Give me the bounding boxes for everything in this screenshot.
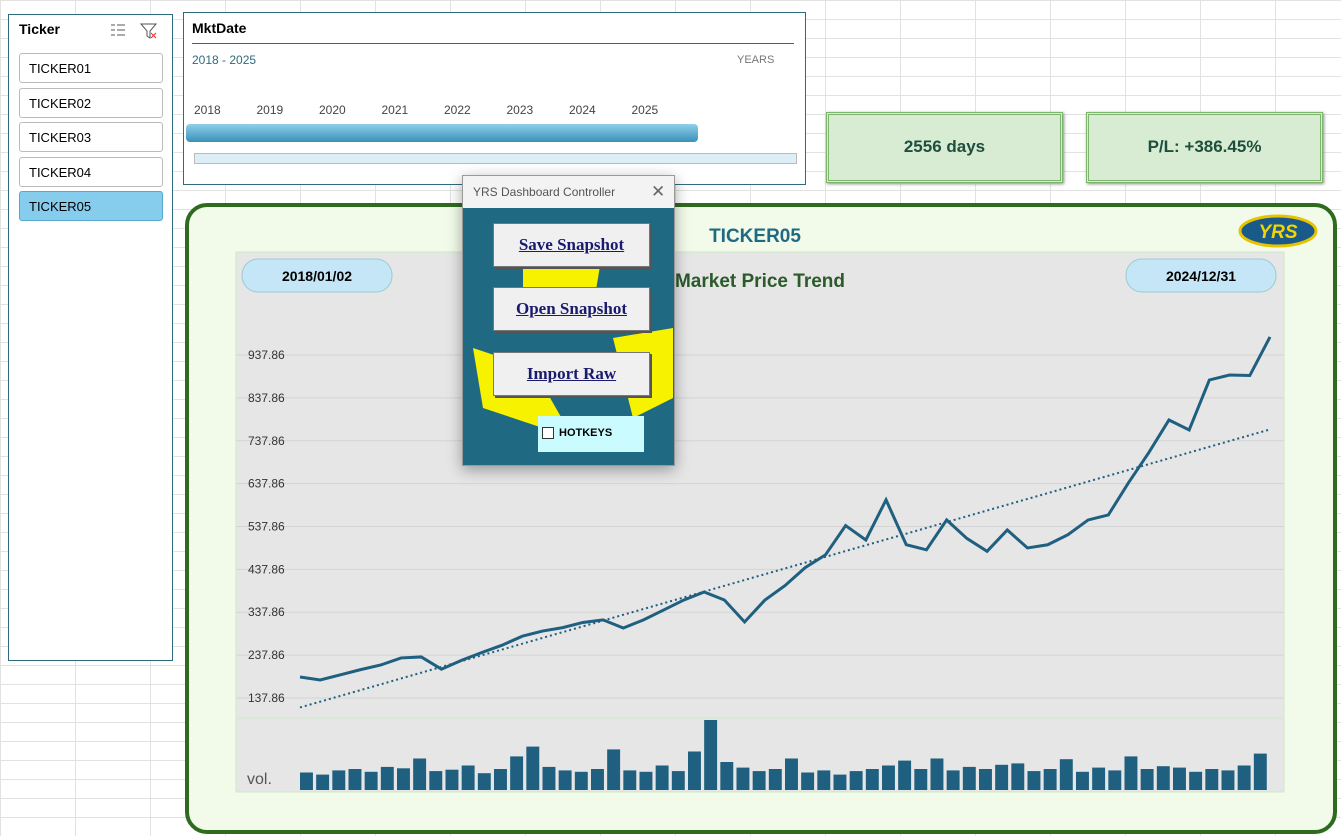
volume-bar (1254, 754, 1267, 790)
y-tick-label: 737.86 (248, 434, 285, 448)
y-tick-label: 637.86 (248, 477, 285, 491)
volume-bar (300, 773, 313, 791)
volume-bar (510, 756, 523, 790)
volume-bar (737, 768, 750, 790)
volume-bar (349, 769, 362, 790)
open-button[interactable]: Open Snapshot (493, 287, 650, 331)
volume-bar (1060, 759, 1073, 790)
volume-bar (1205, 769, 1218, 790)
volume-bar (413, 759, 426, 791)
volume-bar (1108, 770, 1121, 790)
volume-bar (688, 752, 701, 791)
y-tick-label: 337.86 (248, 605, 285, 619)
volume-bar (947, 770, 960, 790)
y-tick-label: 837.86 (248, 391, 285, 405)
volume-bar (640, 772, 653, 790)
y-tick-label: 137.86 (248, 691, 285, 705)
plot-area (236, 252, 1284, 792)
hotkeys-checkbox[interactable] (542, 427, 554, 439)
volume-bar (365, 772, 378, 790)
volume-bar (1125, 756, 1138, 790)
volume-bar (381, 767, 394, 790)
save-button[interactable]: Save Snapshot (493, 223, 650, 267)
chart-title: Market Price Trend (675, 271, 845, 292)
volume-bar (850, 771, 863, 790)
volume-bar (1044, 769, 1057, 790)
dialog-title: YRS Dashboard Controller (463, 176, 674, 208)
dialog-close[interactable]: ✕ (651, 182, 665, 202)
volume-bar (397, 768, 410, 790)
hotkeys-box: HOTKEYS (538, 416, 644, 452)
volume-bar (753, 771, 766, 790)
volume-bar (1028, 771, 1041, 790)
volume-bar (1189, 772, 1202, 790)
y-tick-label: 237.86 (248, 648, 285, 662)
volume-bar (785, 759, 798, 791)
volume-bar (1238, 766, 1251, 791)
volume-bar (623, 770, 636, 790)
volume-bar (1173, 768, 1186, 790)
volume-bar (720, 762, 733, 790)
volume-bar (575, 772, 588, 790)
volume-bar (995, 765, 1008, 790)
volume-bar (914, 769, 927, 790)
volume-bar (1092, 768, 1105, 790)
volume-bar (332, 770, 345, 790)
volume-bar (834, 775, 847, 790)
volume-bar (1157, 766, 1170, 790)
volume-bar (1222, 770, 1235, 790)
volume-bar (429, 771, 442, 790)
y-tick-label: 937.86 (248, 348, 285, 362)
volume-bar (607, 749, 620, 790)
volume-bar (817, 770, 830, 790)
hotkeys-label: HOTKEYS (559, 427, 612, 439)
page: Ticker TICKER01TICKER02TICKER03TICKER04T… (0, 0, 1341, 836)
volume-bar (1076, 772, 1089, 790)
volume-bar (963, 767, 976, 790)
y-tick-label: 537.86 (248, 519, 285, 533)
volume-bar (979, 769, 992, 790)
volume-bar (801, 773, 814, 791)
logo-text: YRS (1258, 222, 1297, 243)
start-date: 2018/01/02 (282, 268, 352, 284)
dialog: YRS Dashboard Controller ✕ Save Snapshot… (462, 175, 675, 466)
volume-bar (931, 759, 944, 791)
end-date: 2024/12/31 (1166, 268, 1236, 284)
volume-bar (526, 747, 539, 790)
volume-bar (559, 770, 572, 790)
volume-bar (1141, 769, 1154, 790)
volume-bar (478, 773, 491, 790)
volume-bar (316, 775, 329, 790)
y-tick-label: 437.86 (248, 562, 285, 576)
volume-bar (656, 766, 669, 791)
chart-heading: TICKER05 (709, 226, 801, 247)
volume-bar (446, 770, 459, 790)
volume-bar (866, 769, 879, 790)
volume-bar (1011, 763, 1024, 790)
volume-bar (591, 769, 604, 790)
volume-bar (543, 767, 556, 790)
volume-bar (672, 771, 685, 790)
volume-bar (704, 720, 717, 790)
volume-bar (769, 769, 782, 790)
import-button[interactable]: Import Raw (493, 352, 650, 396)
volume-bar (462, 766, 475, 791)
volume-bar (494, 769, 507, 790)
volume-bar (898, 761, 911, 790)
volume-bar (882, 766, 895, 791)
volume-label: vol. (247, 771, 272, 788)
